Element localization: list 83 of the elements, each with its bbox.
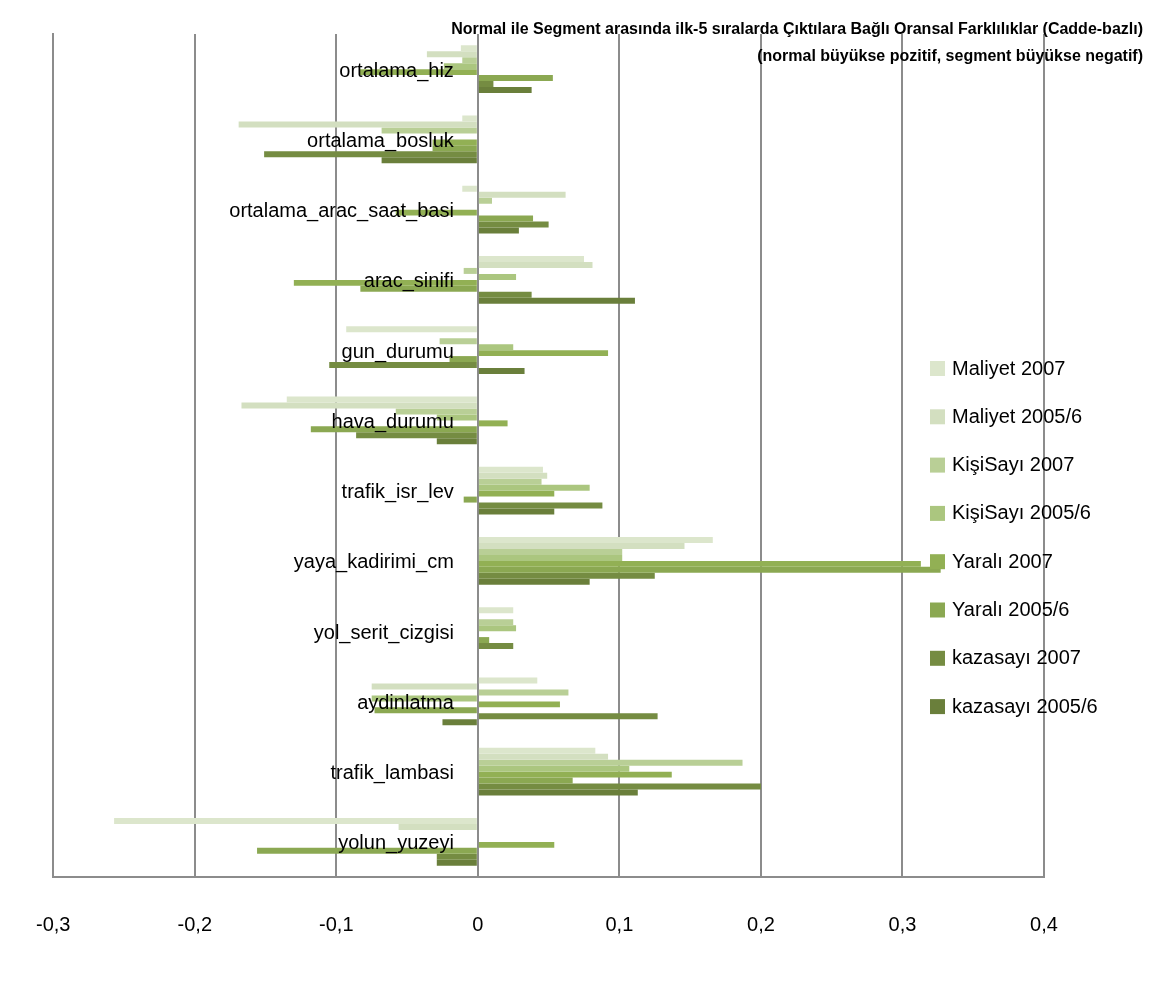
- y-tick-label: yol_serit_cizgisi: [313, 620, 454, 644]
- bar: [478, 344, 514, 351]
- bar: [264, 151, 477, 158]
- bar: [478, 368, 525, 375]
- bar: [439, 338, 477, 345]
- x-tick-label: -0,1: [319, 912, 354, 935]
- x-tick-label: -0,2: [177, 912, 212, 935]
- x-tick-label: 0,1: [605, 912, 634, 935]
- bar: [478, 197, 492, 204]
- text: (normal büyükse pozitif, segment büyükse negatif): [757, 47, 1143, 65]
- bar: [478, 765, 630, 772]
- x-tick-label: 0,3: [888, 912, 917, 935]
- bar: [478, 490, 555, 497]
- bar: [478, 420, 508, 427]
- bar: [463, 496, 477, 503]
- legend-label: Yaralı 2005/6: [952, 598, 1070, 621]
- bar: [436, 438, 477, 445]
- bar: [478, 713, 658, 720]
- legend-label: KişiSayı 2005/6: [952, 501, 1091, 524]
- bar: [381, 157, 477, 164]
- bar: [478, 350, 609, 357]
- bar: [478, 221, 549, 228]
- bar: [478, 759, 743, 766]
- legend-label: Maliyet 2007: [952, 356, 1066, 379]
- bar: [478, 508, 555, 515]
- bar: [478, 619, 514, 626]
- bar: [395, 408, 477, 415]
- bar: [478, 554, 623, 561]
- bar: [478, 625, 517, 632]
- bar: [478, 578, 590, 585]
- y-tick-label: aydinlatma: [357, 690, 455, 713]
- bar: [478, 191, 566, 198]
- bar: [478, 548, 623, 555]
- bar: [462, 57, 477, 64]
- bar: [371, 683, 477, 690]
- bar: [478, 689, 569, 696]
- bar: [478, 291, 532, 298]
- bar: [478, 502, 603, 509]
- y-tick-label: gun_durumu: [341, 339, 454, 363]
- bar: [478, 677, 538, 684]
- bar: [478, 75, 553, 82]
- bar: [478, 215, 534, 222]
- bar: [478, 273, 517, 280]
- bar: [478, 789, 638, 796]
- x-tick-label: -0,3: [36, 912, 71, 935]
- bar: [478, 87, 532, 94]
- y-tick-label: ortalama_arac_saat_basi: [229, 199, 454, 223]
- bar: [478, 484, 590, 491]
- legend-label: kazasayı 2007: [952, 646, 1081, 669]
- y-tick-label: trafik_lambasi: [330, 761, 454, 785]
- bar: [478, 701, 560, 708]
- legend-label: kazasayı 2005/6: [952, 694, 1098, 717]
- bar: [462, 185, 477, 192]
- bar: [478, 572, 655, 579]
- legend-label: KişiSayı 2007: [952, 453, 1075, 476]
- legend-label: Yaralı 2007: [952, 549, 1053, 572]
- bar: [436, 853, 477, 860]
- bar: [381, 127, 477, 134]
- legend-label: Maliyet 2005/6: [952, 404, 1083, 427]
- bar: [356, 432, 477, 439]
- bar: [478, 227, 519, 234]
- y-tick-label: yolun_yuzeyi: [338, 831, 454, 855]
- bar: [478, 783, 761, 790]
- bar: [478, 607, 514, 614]
- y-tick-label: yaya_kadirimi_cm: [293, 550, 454, 574]
- bar: [463, 267, 477, 274]
- bar: [478, 297, 635, 304]
- bar: [478, 841, 555, 848]
- bar: [329, 362, 477, 369]
- bar: [442, 719, 477, 726]
- x-tick-label: 0,2: [747, 912, 775, 935]
- bar: [478, 81, 494, 88]
- x-tick-label: 0,4: [1030, 912, 1058, 935]
- y-tick-label: ortalama_bosluk: [307, 128, 455, 152]
- y-tick-label: hava_durumu: [331, 409, 454, 433]
- x-tick-label: 0: [472, 912, 484, 935]
- bar: [478, 643, 514, 650]
- chart-title: Normal ile Segment arasında ilk-5 sıralarda Çıktılara Bağlı Oransal Farklılıklar (Cadde-bazlı): [451, 20, 1143, 38]
- bar: [478, 478, 542, 485]
- bar: [346, 326, 477, 333]
- y-tick-label: trafik_isr_lev: [341, 480, 454, 504]
- bar: [478, 637, 490, 644]
- bar: [436, 859, 477, 866]
